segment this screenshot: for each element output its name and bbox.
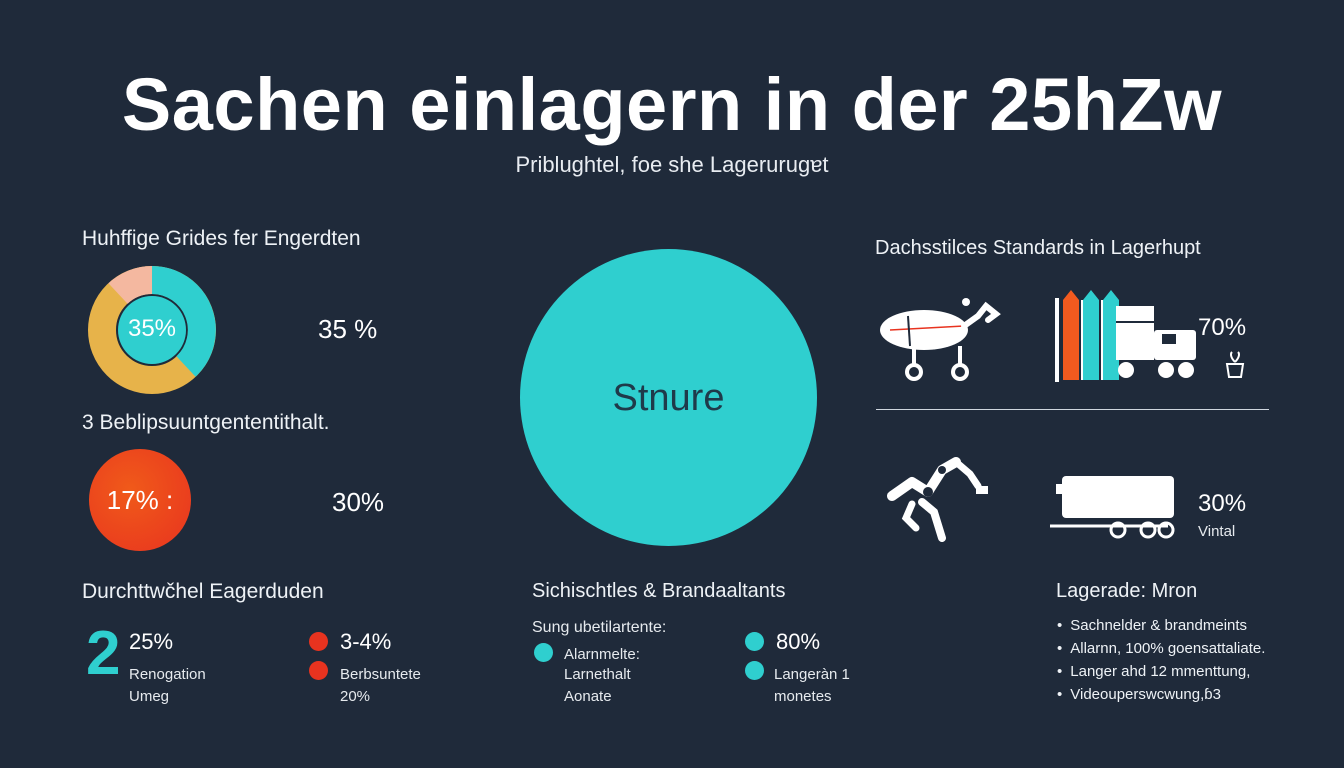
left-value-2: 30% — [332, 487, 385, 517]
truck-icon — [1114, 296, 1200, 382]
orange-circle: 17% : — [89, 449, 191, 551]
left-value-1: 35 % — [318, 314, 378, 344]
item1-line-3: Aonate — [564, 688, 612, 705]
red-dot-2 — [309, 661, 328, 680]
orange-circle-label: 17% : — [106, 485, 174, 515]
right-value-2: 30% — [1198, 490, 1247, 517]
red-dot-1 — [309, 632, 328, 651]
right-value-2-caption: Vintal — [1198, 523, 1236, 540]
plant-pot-icon — [1224, 350, 1246, 378]
page-title: Sachen einlagern in der 25hZw — [121, 63, 1223, 146]
bar-chart-icon — [1055, 288, 1125, 382]
stat1-caption-1: Renogation — [129, 666, 206, 683]
left-heading-2: 3 Beblipsuuntgententithalt. — [82, 411, 330, 434]
drone-vehicle-icon — [878, 296, 1003, 382]
stat2-value: 3-4% — [340, 629, 392, 654]
donut-label: 35% — [127, 315, 177, 342]
teal-dot-3 — [745, 661, 764, 680]
donut-segment-teal — [151, 266, 216, 377]
bottom-center-subheading: Sung ubetilartente: — [532, 619, 667, 636]
bottom-right-heading: Lagerade: Mron — [1056, 580, 1198, 602]
stat1-caption-2: Umeg — [129, 688, 170, 705]
list-item: Langer ahd 12 mmenttung, — [1057, 660, 1265, 683]
right-heading: Dachsstilces Standards in Lagerhupt — [875, 237, 1201, 259]
trailer-icon — [1048, 470, 1178, 542]
item2-line-1: Langeràn 1 — [774, 666, 850, 683]
left-heading-1: Huhffige Grides fer Engerdten — [82, 227, 361, 250]
right-value-1: 70% — [1198, 314, 1247, 341]
donut-segment-salmon — [108, 266, 153, 305]
bottom-center-heading: Sichischtles & Brandaaltants — [532, 580, 786, 602]
bottom-left-heading: Durchttwčhel Eagerduden — [82, 580, 324, 603]
center-stat-value: 80% — [776, 629, 821, 654]
list-item: Videouperswcwung,ɓ3 — [1057, 683, 1265, 706]
stat2-caption-2: 20% — [340, 688, 371, 705]
teal-dot-1 — [534, 643, 553, 662]
bottom-right-list: Sachnelder & brandmeints Allarnn, 100% g… — [1057, 614, 1265, 706]
item2-line-2: monetes — [774, 688, 832, 705]
page-subtitle: Priblughtel, foe she Lagerurugɐt — [515, 152, 829, 177]
item1-line-2: Larnethalt — [564, 666, 631, 683]
teal-dot-2 — [745, 632, 764, 651]
robot-arm-icon — [882, 452, 992, 542]
item1-line-1: Alarnmelte: — [564, 646, 640, 663]
list-item: Allarnn, 100% goensattaliate. — [1057, 637, 1265, 660]
donut-center — [118, 296, 186, 364]
stat1-value: 25% — [129, 629, 174, 654]
center-circle: Stnure — [520, 249, 817, 546]
divider — [876, 409, 1269, 410]
stat2-caption-1: Berbsuntete — [340, 666, 421, 683]
center-circle-text: Stnure — [612, 377, 725, 419]
list-item: Sachnelder & brandmeints — [1057, 614, 1265, 637]
donut-chart: 35% — [88, 266, 216, 394]
big-digit: 2 — [86, 619, 121, 688]
